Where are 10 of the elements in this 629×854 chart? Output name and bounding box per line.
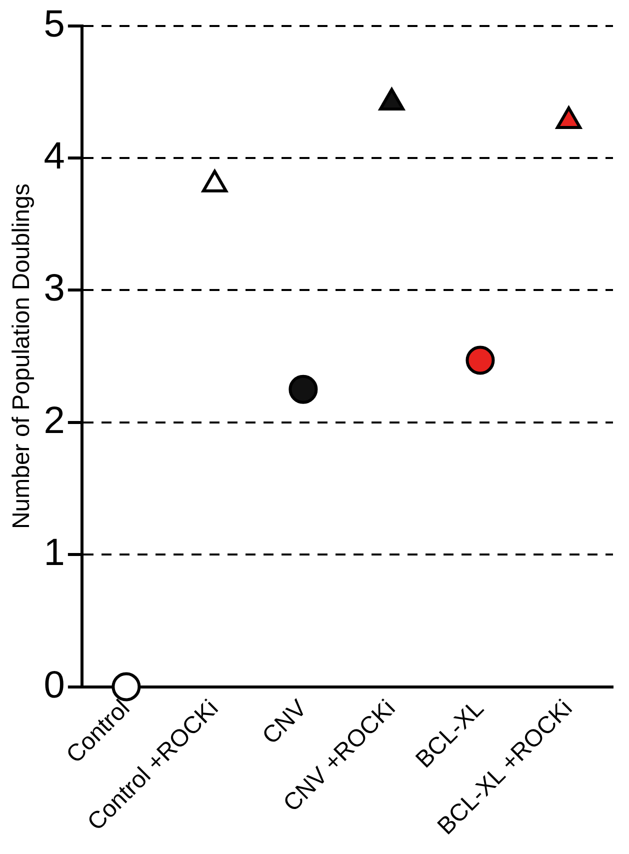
point	[378, 88, 404, 110]
y-tick-label: 4	[44, 135, 65, 178]
point	[556, 106, 582, 129]
y-tick-label: 1	[44, 532, 65, 574]
y-tick-label: 0	[44, 664, 65, 706]
y-tick-label: 3	[44, 268, 65, 310]
y-tick-label: 5	[44, 3, 65, 46]
y-axis-title: Number of Population Doublings	[8, 184, 36, 530]
point	[202, 170, 228, 192]
y-tick-label: 2	[44, 400, 65, 442]
